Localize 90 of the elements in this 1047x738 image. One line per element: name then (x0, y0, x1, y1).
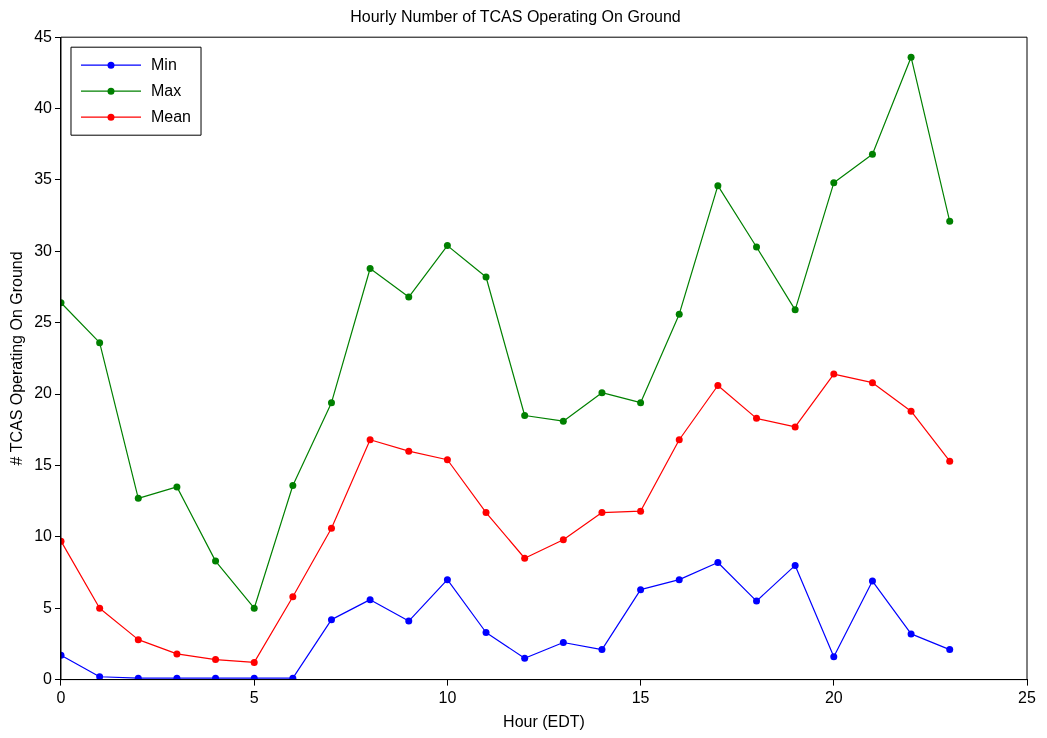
y-tick-label: 30 (34, 241, 53, 259)
point (907, 53, 915, 61)
point (675, 310, 683, 318)
point (559, 417, 567, 425)
point (482, 509, 490, 517)
point (868, 150, 876, 158)
point (946, 646, 954, 654)
point (714, 182, 722, 190)
point (598, 646, 606, 654)
point (250, 658, 258, 666)
y-tick-label: 35 (34, 170, 53, 188)
point (598, 509, 606, 517)
point (637, 507, 645, 515)
point (134, 674, 142, 680)
point (405, 447, 413, 455)
point (521, 654, 529, 662)
legend-label: Mean (151, 107, 192, 125)
y-tick-label: 25 (34, 313, 53, 331)
point (830, 179, 838, 187)
point (559, 638, 567, 646)
point (637, 399, 645, 407)
y-tick-label: 15 (34, 455, 53, 473)
point (327, 524, 335, 532)
point (289, 674, 297, 680)
y-tick-label: 40 (34, 98, 53, 116)
y-tick-label: 45 (34, 27, 53, 45)
point (946, 217, 954, 225)
point (327, 399, 335, 407)
point (134, 636, 142, 644)
point (946, 457, 954, 465)
point (598, 389, 606, 397)
point (366, 264, 374, 272)
x-tick-label: 15 (631, 688, 650, 706)
point (907, 630, 915, 638)
point (366, 436, 374, 444)
point (96, 673, 104, 680)
point (212, 656, 220, 664)
point (173, 650, 181, 658)
point (521, 554, 529, 562)
point (212, 674, 220, 680)
point (443, 456, 451, 464)
point (96, 604, 104, 612)
y-tick-label: 10 (34, 527, 53, 545)
point (482, 273, 490, 281)
point (366, 596, 374, 604)
x-tick-label: 20 (824, 688, 843, 706)
point (868, 577, 876, 585)
point (405, 617, 413, 625)
point (443, 242, 451, 250)
legend-label: Max (151, 81, 182, 99)
chart-title: Hourly Number of TCAS Operating On Ground (350, 8, 681, 26)
point (714, 559, 722, 567)
point (637, 586, 645, 594)
y-tick-label: 20 (34, 384, 53, 402)
point (675, 576, 683, 584)
point (675, 436, 683, 444)
legend-label: Min (151, 55, 177, 73)
point (521, 412, 529, 419)
point (134, 494, 142, 502)
point (443, 576, 451, 584)
point (559, 536, 567, 544)
y-tick-label: 0 (43, 670, 53, 688)
point (250, 674, 258, 680)
x-tick-label: 0 (56, 688, 66, 706)
point (96, 339, 104, 347)
point (791, 561, 799, 569)
point (830, 653, 838, 661)
x-axis-title: Hour (EDT) (503, 712, 585, 730)
point (868, 379, 876, 387)
y-axis-title: # TCAS Operating On Ground (8, 251, 26, 466)
point (791, 306, 799, 314)
point (482, 628, 490, 636)
point (714, 382, 722, 390)
point (250, 604, 258, 612)
x-tick-label: 5 (249, 688, 259, 706)
point (405, 293, 413, 301)
point (753, 243, 761, 251)
x-tick-label: 25 (1018, 688, 1036, 706)
point (791, 423, 799, 431)
point (327, 616, 335, 624)
point (173, 483, 181, 491)
point (753, 597, 761, 605)
point (289, 481, 297, 489)
point (830, 370, 838, 378)
point (907, 407, 915, 415)
point (289, 593, 297, 601)
x-tick-label: 10 (438, 688, 457, 706)
y-tick-label: 5 (43, 598, 53, 616)
point (753, 414, 761, 422)
point (212, 557, 220, 565)
